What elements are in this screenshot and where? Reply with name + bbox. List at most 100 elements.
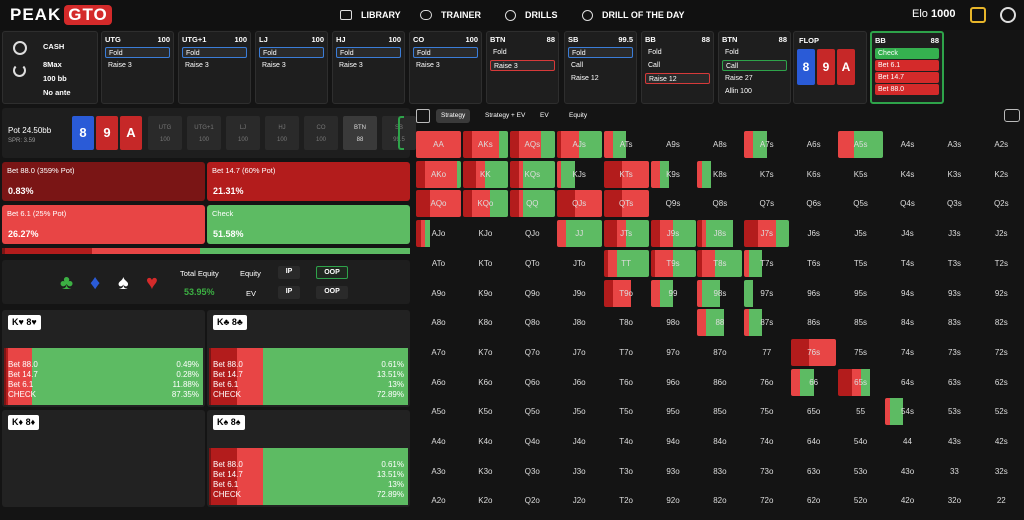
hand-cell[interactable]: T6o: [604, 369, 649, 396]
hand-cell[interactable]: Q3o: [510, 458, 555, 485]
hand-cell[interactable]: 82s: [979, 309, 1024, 336]
hand-cell[interactable]: K9s: [650, 160, 696, 188]
hand-cell[interactable]: AQs: [509, 131, 555, 158]
hand-cell[interactable]: 65o: [791, 398, 836, 425]
hand-cell[interactable]: KK: [462, 160, 508, 188]
action-option[interactable]: Allin 100: [725, 88, 752, 95]
hand-cell[interactable]: 84s: [885, 309, 930, 336]
hand-cell[interactable]: A5o: [416, 398, 461, 425]
hand-cell[interactable]: 22: [979, 487, 1024, 514]
hand-cell[interactable]: K3s: [932, 161, 977, 188]
hand-cell[interactable]: K6o: [463, 369, 508, 396]
hand-cell[interactable]: A8s: [697, 131, 742, 158]
hand-cell[interactable]: KQo: [462, 190, 508, 218]
hand-cell[interactable]: 83s: [932, 309, 977, 336]
hand-cell[interactable]: 92o: [651, 487, 696, 514]
hand-panel[interactable]: K♠ 8♠ Bet 88.0 Bet 14.7 Bet 6.1 CHECK 0.61% 13…: [207, 410, 410, 507]
hand-cell[interactable]: 63s: [932, 369, 977, 396]
hand-cell[interactable]: 85o: [697, 398, 742, 425]
hand-cell[interactable]: Q7s: [744, 190, 789, 217]
action-cell[interactable]: Bet 88.0 (359% Pot) 0.83%: [2, 162, 205, 201]
hand-cell[interactable]: Q3s: [932, 190, 977, 217]
hand-cell[interactable]: 55: [838, 398, 883, 425]
hand-cell[interactable]: A9o: [416, 280, 461, 307]
hand-cell[interactable]: AKo: [416, 160, 461, 188]
hand-panel[interactable]: K♣ 8♣ Bet 88.0 Bet 14.7 Bet 6.1 CHECK 0.61% 13…: [207, 310, 410, 407]
hand-cell[interactable]: 72s: [979, 339, 1024, 366]
hand-cell[interactable]: Q5o: [510, 398, 555, 425]
hand-cell[interactable]: 44: [885, 428, 930, 455]
hand-cell[interactable]: Q8s: [697, 190, 742, 217]
hand-cell[interactable]: 86o: [697, 369, 742, 396]
hand-cell[interactable]: T5o: [604, 398, 649, 425]
seat-utg[interactable]: UTG 100: [148, 116, 182, 150]
current-option[interactable]: Check: [875, 48, 939, 59]
hand-cell[interactable]: Q9s: [651, 190, 696, 217]
hand-cell[interactable]: J5o: [557, 398, 602, 425]
hand-cell[interactable]: T3s: [932, 250, 977, 277]
hand-cell[interactable]: 66: [791, 368, 836, 396]
action-option[interactable]: Fold: [259, 47, 324, 58]
hand-cell[interactable]: K4s: [885, 161, 930, 188]
hand-cell[interactable]: Q5s: [838, 190, 883, 217]
seat-selector[interactable]: [398, 116, 404, 150]
hand-cell[interactable]: J5s: [838, 220, 883, 247]
hand-cell[interactable]: Q6s: [791, 190, 836, 217]
hand-cell[interactable]: A4o: [416, 428, 461, 455]
hand-cell[interactable]: 32s: [979, 458, 1024, 485]
equity-ip-toggle[interactable]: IP: [278, 266, 300, 279]
hand-cell[interactable]: 84o: [697, 428, 742, 455]
hand-cell[interactable]: 52s: [979, 398, 1024, 425]
ev-oop-toggle[interactable]: OOP: [316, 286, 348, 299]
heart-icon[interactable]: ♥: [146, 272, 158, 294]
action-option[interactable]: Raise 3: [339, 62, 363, 69]
hand-cell[interactable]: K5o: [463, 398, 508, 425]
hand-cell[interactable]: 98o: [651, 309, 696, 336]
hand-cell[interactable]: 76s: [791, 338, 837, 366]
gamepad-icon[interactable]: [1004, 109, 1020, 122]
action-option[interactable]: Call: [648, 62, 661, 69]
hand-cell[interactable]: K3o: [463, 458, 508, 485]
hand-cell[interactable]: Q2s: [979, 190, 1024, 217]
hand-cell[interactable]: TT: [603, 249, 649, 277]
equity-oop-toggle[interactable]: OOP: [316, 266, 348, 279]
hand-cell[interactable]: J8o: [557, 309, 602, 336]
hand-cell[interactable]: AA: [416, 131, 461, 158]
action-option[interactable]: Fold: [336, 47, 401, 58]
hand-cell[interactable]: 53s: [932, 398, 977, 425]
hand-cell[interactable]: KTo: [463, 250, 508, 277]
hand-cell[interactable]: 82o: [697, 487, 742, 514]
hand-cell[interactable]: QTo: [510, 250, 555, 277]
action-option[interactable]: Raise 3: [490, 60, 555, 71]
hand-cell[interactable]: 97s: [744, 279, 789, 307]
hand-cell[interactable]: A3s: [932, 131, 977, 158]
hand-cell[interactable]: 52o: [838, 487, 883, 514]
hand-cell[interactable]: J6o: [557, 369, 602, 396]
hand-cell[interactable]: J3o: [557, 458, 602, 485]
hand-cell[interactable]: 86s: [791, 309, 836, 336]
gear-icon[interactable]: [13, 41, 27, 55]
action-option[interactable]: Fold: [725, 49, 739, 56]
hand-cell[interactable]: JTs: [603, 220, 649, 248]
hand-cell[interactable]: K9o: [463, 280, 508, 307]
hand-cell[interactable]: J6s: [791, 220, 836, 247]
diamond-icon[interactable]: ♦: [90, 272, 101, 294]
hand-cell[interactable]: K2o: [463, 487, 508, 514]
hand-cell[interactable]: J4o: [557, 428, 602, 455]
hand-cell[interactable]: T9o: [603, 279, 649, 307]
nav-trainer[interactable]: TRAINER: [420, 0, 481, 30]
hand-cell[interactable]: 73o: [744, 458, 789, 485]
action-option[interactable]: Fold: [413, 47, 478, 58]
tab-strategy-ev[interactable]: Strategy + EV: [485, 112, 526, 119]
hand-cell[interactable]: K7s: [744, 161, 789, 188]
nav-drill-of-the-day[interactable]: DRILL OF THE DAY: [582, 0, 685, 30]
hand-cell[interactable]: Q4s: [885, 190, 930, 217]
hand-cell[interactable]: 63o: [791, 458, 836, 485]
hand-cell[interactable]: ATs: [603, 131, 649, 158]
current-option[interactable]: Bet 6.1: [875, 60, 939, 71]
hand-cell[interactable]: 93o: [651, 458, 696, 485]
tab-strategy[interactable]: Strategy: [436, 109, 471, 123]
layout-icon[interactable]: [416, 109, 430, 123]
hand-cell[interactable]: Q6o: [510, 369, 555, 396]
action-option[interactable]: Fold: [648, 49, 662, 56]
